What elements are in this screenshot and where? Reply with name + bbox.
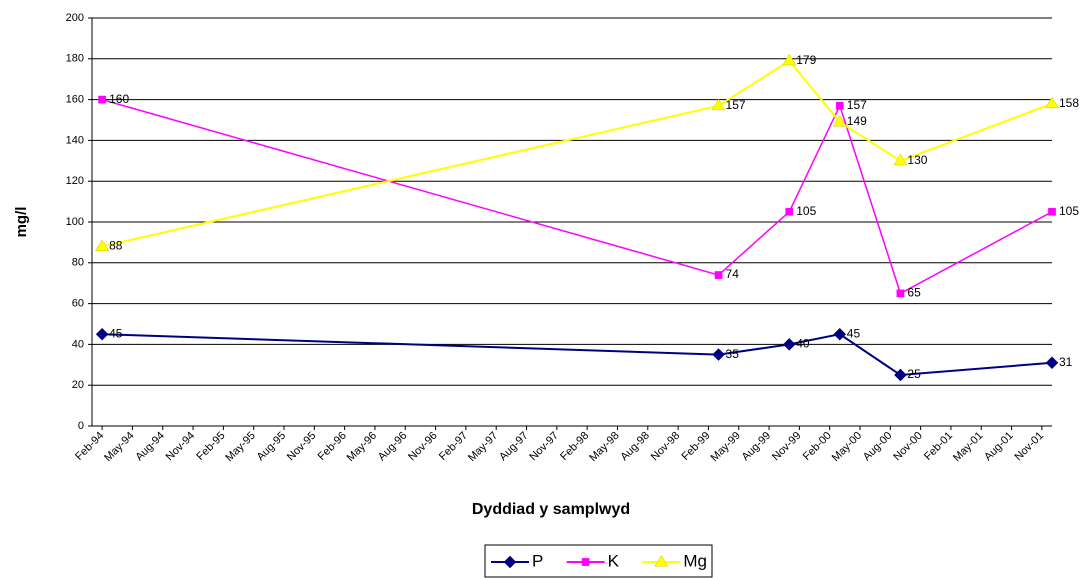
- legend-marker: [581, 558, 590, 566]
- data-point: [893, 153, 908, 166]
- legend-label: K: [608, 551, 620, 570]
- x-tick-label: Nov-98: [649, 430, 683, 464]
- x-tick-label: May-94: [102, 430, 136, 464]
- data-point: [835, 101, 844, 110]
- x-tick-label: Feb-97: [437, 430, 470, 463]
- legend-marker: [654, 554, 669, 567]
- legend-label: Mg: [683, 551, 707, 570]
- data-point: [711, 98, 726, 111]
- x-tick-label: Feb-95: [194, 430, 227, 463]
- series-line: [101, 98, 1053, 295]
- x-tick-label: May-96: [345, 430, 379, 464]
- x-tick-label: Nov-97: [527, 430, 561, 464]
- y-tick-label: 80: [72, 257, 84, 269]
- data-point: [714, 271, 723, 279]
- data-label: 65: [907, 286, 921, 300]
- y-tick-label: 120: [66, 175, 84, 187]
- data-label: 31: [1059, 355, 1073, 369]
- data-point: [832, 114, 847, 127]
- data-label: 179: [796, 53, 816, 67]
- data-point: [98, 95, 106, 104]
- x-tick-label: May-01: [951, 430, 985, 464]
- x-tick-label: Nov-99: [770, 430, 804, 464]
- x-tick-label: May-97: [466, 430, 500, 464]
- data-label: 45: [847, 326, 861, 340]
- y-tick-label: 0: [78, 420, 84, 432]
- data-label: 160: [109, 92, 129, 106]
- data-point: [95, 327, 109, 341]
- data-label: 158: [1059, 96, 1079, 110]
- data-label: 35: [726, 347, 740, 361]
- data-point: [833, 327, 847, 341]
- y-tick-label: 160: [66, 94, 84, 106]
- x-tick-label: Aug-98: [618, 430, 652, 464]
- y-tick-label: 180: [66, 53, 84, 65]
- x-tick-label: Aug-00: [861, 430, 895, 464]
- x-tick-label: Aug-01: [982, 430, 1016, 464]
- data-point: [95, 239, 110, 251]
- y-tick-label: 140: [66, 134, 84, 146]
- data-point: [896, 289, 905, 298]
- x-tick-label: Feb-94: [73, 430, 106, 463]
- data-point: [894, 368, 907, 382]
- x-tick-label: May-98: [587, 430, 621, 464]
- x-tick-label: Nov-96: [406, 430, 440, 464]
- x-tick-label: May-99: [708, 430, 742, 464]
- x-tick-label: Feb-96: [316, 430, 349, 463]
- x-tick-label: Feb-99: [679, 430, 712, 463]
- data-label: 25: [907, 367, 921, 381]
- x-axis-title: Dyddiad y samplwyd: [472, 501, 630, 518]
- x-tick-label: Nov-01: [1013, 430, 1047, 464]
- legend-label: P: [532, 551, 543, 570]
- data-point: [1048, 207, 1056, 216]
- x-tick-label: Aug-99: [740, 430, 774, 464]
- x-tick-label: May-00: [830, 430, 864, 464]
- data-label: 130: [907, 153, 927, 167]
- x-tick-label: Aug-95: [255, 430, 289, 464]
- data-label: 74: [726, 267, 740, 281]
- x-tick-label: Feb-01: [922, 430, 955, 463]
- data-label: 149: [847, 114, 867, 128]
- data-point: [1045, 356, 1059, 370]
- x-tick-label: Feb-00: [801, 430, 834, 463]
- data-label: 40: [796, 337, 810, 351]
- x-tick-label: Aug-97: [497, 430, 531, 464]
- data-label: 45: [109, 326, 123, 340]
- data-label: 157: [726, 98, 746, 112]
- y-tick-label: 100: [66, 216, 84, 228]
- data-label: 88: [109, 239, 123, 253]
- data-label: 157: [847, 98, 867, 112]
- x-tick-label: Nov-95: [285, 430, 319, 464]
- legend-marker: [503, 555, 517, 569]
- y-tick-label: 60: [72, 298, 84, 310]
- x-tick-label: Aug-96: [376, 430, 410, 464]
- series-line: [101, 59, 1053, 248]
- y-tick-label: 20: [72, 379, 84, 391]
- data-point: [785, 207, 794, 216]
- x-tick-label: May-95: [223, 430, 257, 464]
- y-axis-title: mg/l: [13, 207, 30, 238]
- x-tick-label: Aug-94: [133, 430, 167, 464]
- series-line: [102, 333, 1053, 377]
- x-tick-label: Nov-00: [891, 430, 925, 464]
- data-point: [1044, 96, 1060, 109]
- data-point: [782, 53, 797, 66]
- y-tick-label: 40: [72, 338, 84, 350]
- x-tick-label: Feb-98: [558, 430, 591, 463]
- y-tick-label: 200: [66, 12, 84, 24]
- data-point: [712, 348, 725, 361]
- data-label: 105: [1059, 204, 1079, 218]
- data-label: 105: [796, 204, 816, 218]
- x-tick-label: Nov-94: [164, 430, 198, 464]
- data-point: [782, 338, 796, 351]
